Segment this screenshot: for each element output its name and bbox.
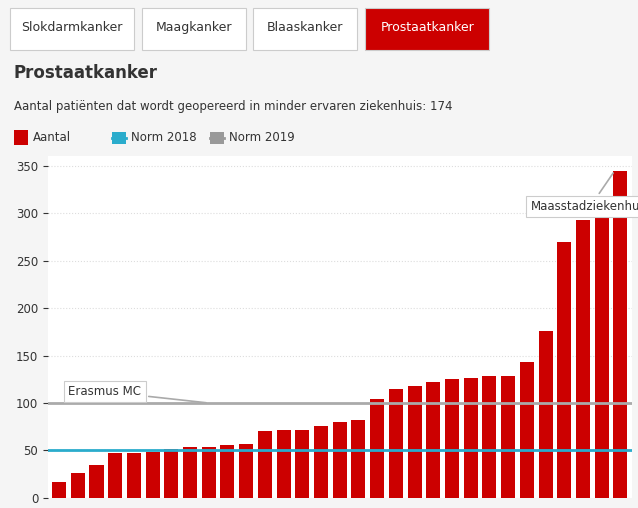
Bar bbox=[408, 386, 422, 498]
Bar bbox=[221, 444, 235, 498]
Bar bbox=[112, 132, 126, 144]
FancyBboxPatch shape bbox=[142, 8, 246, 50]
Bar bbox=[520, 362, 534, 498]
Bar bbox=[501, 375, 515, 498]
Bar bbox=[89, 465, 103, 498]
Bar bbox=[127, 453, 141, 498]
Text: Aantal: Aantal bbox=[33, 131, 71, 144]
Bar bbox=[145, 452, 160, 498]
Text: Aantal patiënten dat wordt geopereerd in minder ervaren ziekenhuis: 174: Aantal patiënten dat wordt geopereerd in… bbox=[14, 100, 452, 113]
Bar bbox=[370, 399, 384, 498]
Text: Erasmus MC: Erasmus MC bbox=[68, 385, 206, 403]
Bar bbox=[239, 444, 253, 498]
Bar bbox=[71, 473, 85, 498]
Bar bbox=[258, 431, 272, 498]
Bar bbox=[482, 376, 496, 498]
Text: Maagkanker: Maagkanker bbox=[156, 21, 232, 34]
Bar bbox=[165, 449, 179, 498]
Text: Prostaatkanker: Prostaatkanker bbox=[14, 64, 158, 82]
Bar bbox=[295, 430, 309, 498]
Bar bbox=[426, 382, 440, 498]
Bar bbox=[202, 447, 216, 498]
Bar bbox=[464, 378, 478, 498]
Bar bbox=[613, 171, 627, 498]
Text: Norm 2019: Norm 2019 bbox=[228, 131, 295, 144]
Text: Slokdarmkanker: Slokdarmkanker bbox=[21, 21, 122, 34]
Bar bbox=[445, 379, 459, 498]
Bar bbox=[314, 426, 328, 498]
Bar bbox=[557, 242, 571, 498]
Bar bbox=[576, 220, 590, 498]
FancyBboxPatch shape bbox=[365, 8, 489, 50]
Bar bbox=[333, 422, 346, 498]
Bar bbox=[52, 482, 66, 498]
Bar bbox=[595, 213, 609, 498]
Bar bbox=[538, 331, 553, 498]
Bar bbox=[14, 130, 28, 145]
Bar bbox=[210, 132, 224, 144]
Text: Norm 2018: Norm 2018 bbox=[131, 131, 197, 144]
Bar bbox=[277, 430, 291, 498]
Text: Maasstadziekenhuis: Maasstadziekenhuis bbox=[531, 173, 638, 213]
Bar bbox=[183, 447, 197, 498]
FancyBboxPatch shape bbox=[10, 8, 134, 50]
Text: Blaaskanker: Blaaskanker bbox=[267, 21, 343, 34]
Bar bbox=[352, 420, 366, 498]
Bar bbox=[389, 389, 403, 498]
Bar bbox=[108, 453, 122, 498]
FancyBboxPatch shape bbox=[253, 8, 357, 50]
Text: Prostaatkanker: Prostaatkanker bbox=[380, 21, 474, 34]
